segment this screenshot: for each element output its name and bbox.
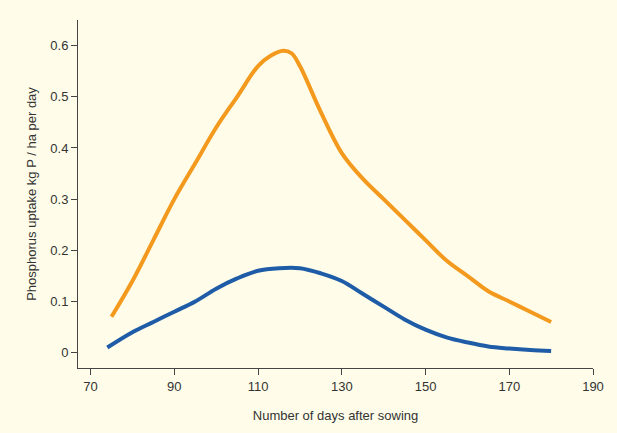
svg-text:0.6: 0.6 — [50, 38, 68, 53]
svg-text:150: 150 — [415, 379, 437, 394]
svg-text:170: 170 — [498, 379, 520, 394]
svg-text:130: 130 — [331, 379, 353, 394]
svg-text:190: 190 — [582, 379, 604, 394]
svg-text:0.3: 0.3 — [50, 192, 68, 207]
svg-text:Number of days after sowing: Number of days after sowing — [253, 408, 418, 423]
svg-text:90: 90 — [167, 379, 181, 394]
svg-text:Phosphorus uptake kg P / ha pe: Phosphorus uptake kg P / ha per day — [24, 87, 39, 301]
svg-text:70: 70 — [83, 379, 97, 394]
svg-text:0.5: 0.5 — [50, 89, 68, 104]
svg-text:0.2: 0.2 — [50, 243, 68, 258]
svg-text:0.4: 0.4 — [50, 140, 68, 155]
svg-text:0.1: 0.1 — [50, 294, 68, 309]
svg-text:0: 0 — [61, 345, 68, 360]
svg-text:110: 110 — [248, 379, 269, 394]
